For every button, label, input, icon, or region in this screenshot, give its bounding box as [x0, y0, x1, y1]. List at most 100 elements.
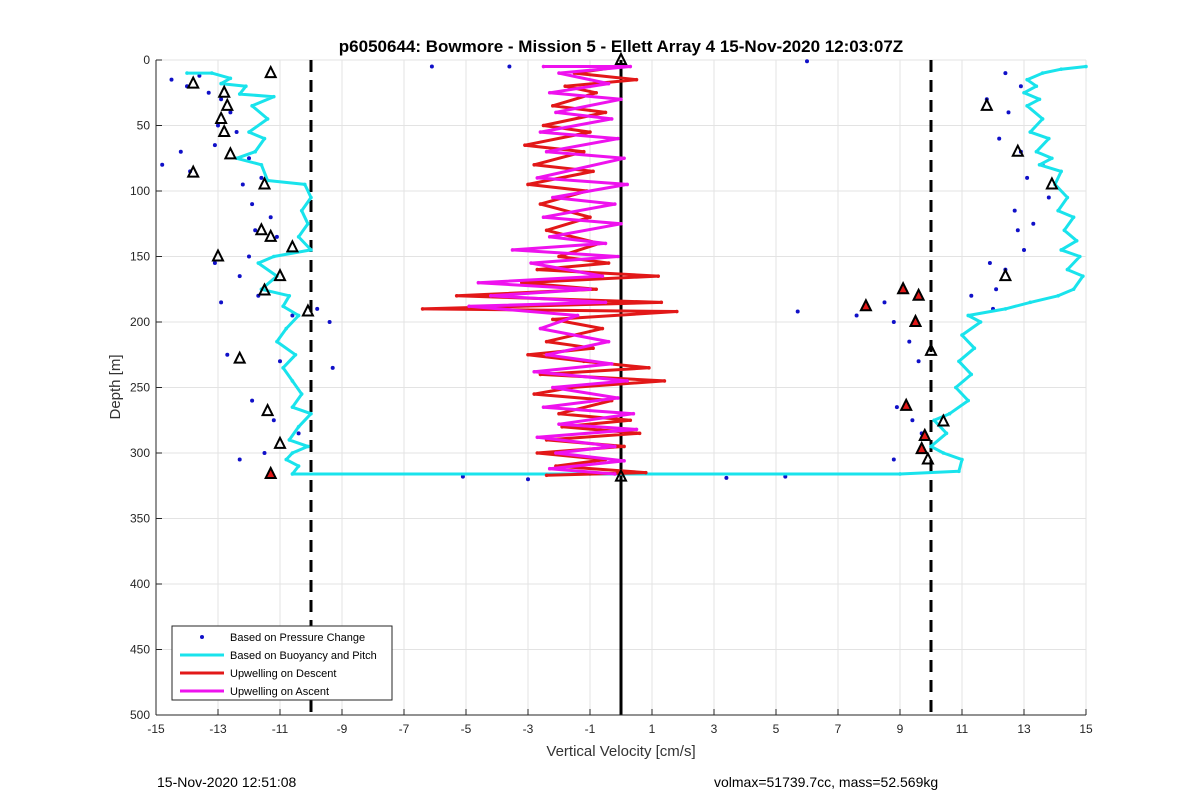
line-vertex: [1078, 254, 1082, 259]
line-vertex: [600, 326, 605, 331]
triangle-marker: [936, 413, 951, 427]
data-point: [169, 77, 174, 82]
line-vertex: [541, 64, 546, 69]
data-point: [330, 365, 335, 370]
line-vertex: [284, 457, 289, 462]
footer-timestamp: 15-Nov-2020 12:51:08: [157, 774, 297, 790]
series-group: [185, 64, 1088, 476]
triangle-marker: [233, 350, 247, 364]
triangle-marker: [301, 303, 315, 317]
legend-label: Based on Buoyancy and Pitch: [230, 650, 377, 662]
line-vertex: [1071, 215, 1076, 219]
data-point: [910, 418, 915, 423]
line-vertex: [547, 466, 552, 471]
line-vertex: [966, 398, 970, 403]
line-vertex: [898, 472, 902, 476]
line-vertex: [1037, 163, 1042, 167]
line-vertex: [1022, 90, 1026, 95]
line-vertex: [647, 366, 651, 370]
data-point: [1031, 221, 1036, 226]
line-vertex: [932, 418, 936, 423]
line-vertex: [535, 267, 540, 272]
line-vertex: [603, 300, 608, 305]
data-series: [160, 51, 1088, 482]
line-vertex: [1040, 117, 1045, 121]
data-point: [1025, 175, 1030, 180]
line-vertex: [287, 438, 292, 442]
y-tick-label: 0: [143, 53, 150, 67]
line-vertex: [557, 254, 561, 259]
line-vertex: [1059, 169, 1063, 174]
data-point: [240, 182, 245, 187]
triangle-marker: [217, 123, 231, 138]
triangle-marker: [859, 298, 873, 312]
triangle-marker: [264, 228, 278, 242]
line-vertex: [591, 346, 595, 351]
line-vertex: [957, 359, 961, 364]
line-vertex: [541, 123, 546, 128]
data-point: [891, 457, 896, 462]
triangle-marker: [980, 97, 994, 111]
legend-box: [171, 625, 393, 701]
triangle-marker: [186, 164, 200, 178]
triangle-marker: [1045, 176, 1059, 190]
data-point: [216, 123, 220, 128]
line-vertex: [947, 411, 952, 416]
line-vertex: [563, 84, 567, 88]
line-vertex: [1034, 149, 1039, 154]
x-tick-label: -5: [461, 722, 472, 736]
data-point: [429, 64, 434, 69]
data-point: [206, 90, 211, 95]
data-point: [1022, 247, 1026, 252]
line-vertex: [247, 130, 251, 134]
line-vertex: [547, 235, 552, 239]
x-tick-label: -1: [585, 722, 596, 736]
line-vertex: [600, 274, 605, 278]
triangle-marker: [924, 342, 938, 356]
data-point: [247, 156, 251, 161]
triangle-marker: [918, 427, 932, 441]
triangle-marker: [223, 146, 238, 160]
line-vertex: [532, 392, 536, 396]
line-vertex: [535, 435, 540, 440]
data-point: [278, 359, 282, 364]
x-axis-label: Vertical Velocity [cm/s]: [546, 743, 695, 760]
line-vertex: [309, 411, 313, 416]
line-vertex: [299, 392, 304, 396]
line-vertex: [957, 469, 961, 474]
line-vertex: [532, 369, 536, 374]
x-tick-label: -3: [523, 722, 534, 736]
data-point: [1015, 228, 1020, 233]
line-vertex: [210, 71, 214, 75]
line-vertex: [603, 241, 608, 246]
line-vertex: [1028, 300, 1032, 305]
line-vertex: [644, 470, 648, 475]
line-vertex: [526, 182, 530, 187]
line-vertex: [309, 248, 313, 252]
line-vertex: [250, 104, 254, 108]
y-tick-label: 350: [130, 512, 150, 526]
x-tick-label: 11: [956, 722, 969, 736]
line-vertex: [296, 464, 301, 468]
data-point: [907, 339, 912, 344]
line-vertex: [529, 261, 533, 265]
triangle-marker: [911, 287, 926, 301]
line-vertex: [259, 163, 264, 167]
line-vertex: [619, 97, 623, 102]
data-point: [178, 149, 183, 154]
data-point: [783, 474, 788, 479]
data-point: [228, 110, 233, 115]
line-vertex: [675, 309, 679, 314]
line-vertex: [290, 451, 295, 455]
triangle-marker: [264, 64, 278, 79]
line-vertex: [1047, 136, 1051, 141]
line-vertex: [628, 418, 633, 423]
line-vertex: [510, 248, 515, 252]
line-vertex: [303, 182, 307, 187]
line-vertex: [944, 431, 949, 436]
line-vertex: [535, 176, 540, 180]
data-point: [253, 228, 258, 233]
data-point: [250, 398, 255, 403]
line-vertex: [544, 352, 549, 357]
y-tick-label: 400: [130, 577, 150, 591]
